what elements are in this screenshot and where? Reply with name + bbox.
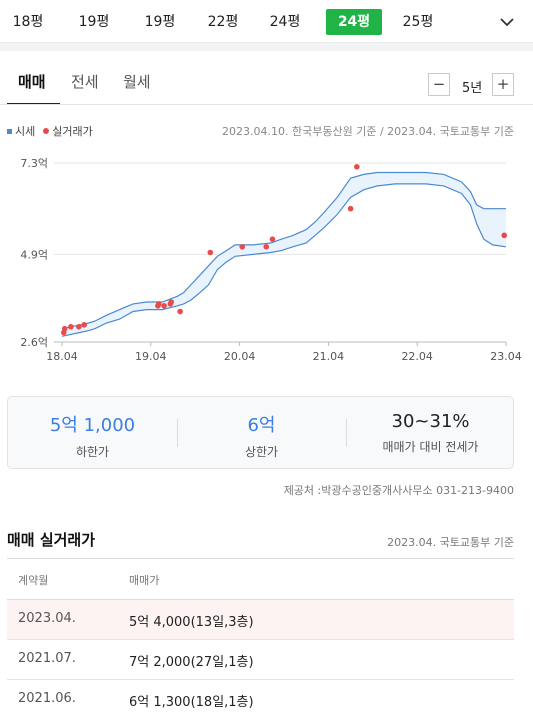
lower-price-value: 5억 1,000: [49, 415, 136, 436]
actual-deal-point: [76, 323, 82, 330]
section-divider: [0, 42, 533, 51]
actual-deal-point: [501, 232, 508, 239]
deal-type-tabs: 매매 전세 월세: [0, 51, 533, 105]
actual-deal-point: [239, 243, 246, 250]
upper-price-value: 6억: [247, 415, 276, 436]
upper-price-label: 상한가: [244, 445, 279, 459]
y-tick-label: 2.6억: [20, 336, 48, 349]
actual-deal-point: [263, 243, 270, 250]
y-tick-label: 7.3억: [20, 157, 48, 170]
deal-price: 6억 1,300(18일,1층): [129, 695, 254, 710]
size-tab-22[interactable]: 22평: [207, 14, 239, 30]
x-tick-label: 18.04: [46, 350, 78, 363]
tab-jeonse[interactable]: 전세: [71, 73, 99, 91]
size-tab-24a[interactable]: 24평: [269, 14, 301, 30]
actual-deal-point: [177, 308, 183, 315]
actual-deal-point: [168, 299, 175, 305]
jeonse-ratio-label: 매매가 대비 전세가: [382, 440, 479, 454]
actual-deal-point: [61, 325, 68, 332]
deal-date: 2023.04.: [18, 611, 76, 626]
table-row[interactable]: 2021.06. 6억 1,300(18일,1층): [7, 680, 514, 714]
deal-date: 2021.06.: [18, 691, 76, 706]
market-price-lower-line: [61, 183, 507, 337]
lower-price-label: 하한가: [75, 445, 110, 459]
period-label: 5년: [462, 81, 483, 96]
x-tick-label: 20.04: [224, 350, 256, 363]
period-plus-button[interactable]: +: [492, 73, 514, 96]
size-tab-24b-selected[interactable]: 24평: [326, 9, 382, 35]
x-tick-label: 21.04: [313, 350, 345, 363]
size-tab-19a[interactable]: 19평: [78, 14, 110, 30]
x-tick-label: 23.04: [490, 350, 522, 363]
actual-deal-point: [207, 249, 214, 256]
chevron-down-icon[interactable]: [497, 12, 517, 32]
actual-deal-point: [68, 323, 74, 330]
deals-title: 매매 실거래가: [7, 531, 96, 549]
deals-source-note: 2023.04. 국토교통부 기준: [387, 536, 514, 549]
actual-deal-point: [269, 236, 276, 242]
header-sale-price: 매매가: [129, 574, 160, 587]
y-tick-label: 4.9억: [20, 248, 48, 261]
chart-legend: 시세 실거래가: [7, 123, 93, 139]
tabs-bottom-border: [0, 104, 533, 105]
summary-upper: 6억 상한가: [177, 411, 346, 460]
legend-market-label: 시세: [15, 125, 36, 138]
chart-source-note: 2023.04.10. 한국부동산원 기준 / 2023.04. 국토교통부 기…: [222, 125, 514, 138]
actual-legend-swatch: [43, 128, 50, 134]
summary-divider: [177, 419, 178, 447]
legend-actual-label: 실거래가: [52, 125, 93, 138]
size-tab-18[interactable]: 18평: [12, 14, 44, 30]
deal-date: 2021.07.: [18, 651, 76, 666]
size-tabs: 18평 19평 19평 22평 24평 24평 25평: [0, 0, 533, 42]
period-minus-button[interactable]: −: [428, 73, 450, 96]
actual-deal-point: [161, 303, 167, 309]
actual-deal-point: [81, 322, 87, 328]
actual-deal-point: [347, 205, 354, 212]
deal-price: 7억 2,000(27일,1층): [129, 655, 254, 670]
size-tab-25[interactable]: 25평: [402, 14, 434, 30]
header-contract-month: 계약월: [18, 574, 49, 587]
jeonse-ratio-value: 30~31%: [391, 411, 470, 432]
summary-divider: [346, 419, 347, 447]
deals-table-header: 계약월 매매가: [7, 558, 514, 600]
x-tick-label: 19.04: [135, 350, 167, 363]
x-tick-label: 22.04: [401, 350, 433, 363]
table-row[interactable]: 2023.04. 5억 4,000(13일,3층): [7, 600, 514, 640]
market-price-band-fill: [62, 172, 506, 337]
price-summary-box: 5억 1,000 하한가 6억 상한가 30~31% 매매가 대비 전세가: [7, 396, 514, 469]
tab-sale[interactable]: 매매: [18, 73, 46, 91]
market-legend-swatch: [7, 128, 12, 134]
actual-deal-point: [354, 164, 360, 170]
deal-price: 5억 4,000(13일,3층): [129, 615, 254, 630]
table-row[interactable]: 2021.07. 7억 2,000(27일,1층): [7, 640, 514, 680]
actual-deal-point: [155, 301, 162, 307]
market-price-upper-line: [61, 171, 506, 330]
tab-monthly-rent[interactable]: 월세: [123, 73, 151, 91]
provider-note: 제공처 :박광수공인중개사사무소 031-213-9400: [283, 484, 514, 497]
summary-lower: 5억 1,000 하한가: [8, 411, 177, 460]
summary-ratio: 30~31% 매매가 대비 전세가: [346, 411, 515, 455]
size-tab-19b[interactable]: 19평: [144, 14, 176, 30]
